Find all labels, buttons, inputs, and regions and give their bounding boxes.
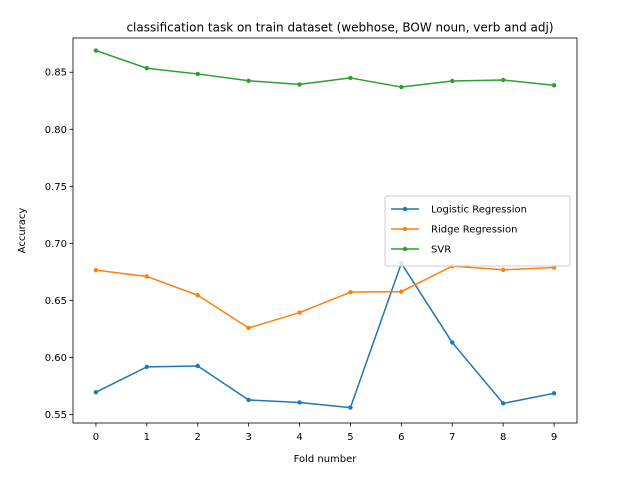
data-point-ridge-regression [399,289,404,294]
legend-marker-ridge-regression [402,226,408,232]
data-point-ridge-regression [93,267,99,273]
data-point-logistic-regression [144,364,150,370]
x-axis-label: Fold number [294,454,358,465]
legend-label-logistic-regression: Logistic Regression [431,205,527,216]
chart-title: classification task on train dataset (we… [126,21,553,35]
legend-label-ridge-regression: Ridge Regression [431,225,517,236]
x-tick-label: 8 [500,432,506,443]
data-point-svr [93,48,99,53]
data-point-ridge-regression [297,310,302,315]
data-point-logistic-regression [500,401,506,406]
data-point-ridge-regression [246,325,251,331]
data-point-logistic-regression [450,340,455,345]
y-tick-label: 0.55 [45,410,67,421]
data-point-logistic-regression [246,397,251,403]
x-tick-label: 3 [245,432,251,443]
x-tick-label: 9 [551,432,557,443]
data-point-logistic-regression [297,400,302,405]
x-axis: 0 1 2 3 4 5 6 7 8 9 [93,423,557,443]
data-point-svr [399,84,404,90]
series-line-logistic-regression [94,262,555,409]
y-tick-label: 0.80 [45,125,67,136]
x-tick-label: 1 [144,432,150,443]
data-point-logistic-regression [93,390,99,395]
data-point-svr [246,78,251,83]
y-tick-label: 0.85 [45,68,67,79]
series-line-ridge-regression [95,265,555,329]
legend: Logistic Regression Ridge Regression SVR [384,195,571,267]
plot-frame [72,37,578,424]
legend-marker-svr [402,246,408,252]
x-tick-label: 4 [296,432,302,443]
data-point-logistic-regression [195,363,200,369]
legend-marker-logistic-regression [402,206,408,212]
data-point-svr [500,77,506,83]
data-point-ridge-regression [348,289,353,295]
x-tick-label: 2 [195,432,201,443]
y-axis: 0.55 0.60 0.65 0.70 0.75 0.80 0.85 [45,68,73,421]
data-point-ridge-regression [144,274,150,279]
data-point-logistic-regression [348,405,353,410]
legend-frame [384,195,571,267]
x-tick-label: 5 [347,432,353,443]
data-point-svr [297,82,302,87]
y-tick-label: 0.65 [45,296,67,307]
data-point-svr [195,71,200,77]
data-point-svr [348,75,353,81]
x-tick-label: 6 [398,432,404,443]
data-point-svr [144,66,150,71]
data-point-ridge-regression [500,267,506,272]
data-point-ridge-regression [195,293,200,298]
series-line-svr [94,49,555,88]
x-tick-label: 7 [449,432,455,443]
y-axis-label: Accuracy [17,208,28,254]
data-point-svr [551,83,557,88]
y-tick-label: 0.75 [45,182,67,193]
y-tick-label: 0.70 [45,239,67,250]
y-tick-label: 0.60 [45,353,67,364]
legend-label-svr: SVR [431,245,451,256]
x-tick-label: 0 [93,432,99,443]
data-point-svr [450,78,455,84]
data-point-logistic-regression [551,391,557,396]
